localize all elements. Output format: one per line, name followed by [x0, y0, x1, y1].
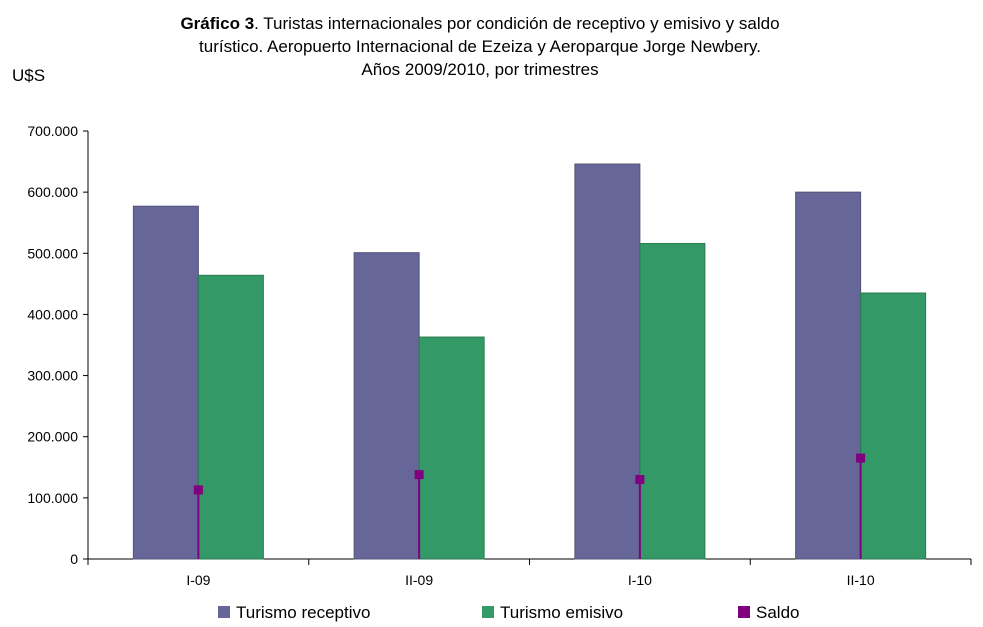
legend-saldo-swatch: [738, 606, 750, 618]
title-line-3: Años 2009/2010, por trimestres: [361, 60, 599, 79]
legend-turismo-emisivo-label: Turismo emisivo: [500, 603, 623, 622]
saldo-marker: [193, 485, 203, 495]
y-axis-unit-label: U$S: [12, 66, 46, 85]
y-tick-label: 500.000: [27, 245, 78, 261]
title-figure-number: Gráfico 3: [180, 14, 255, 33]
y-tick-label: 0: [70, 551, 78, 567]
y-tick-label: 300.000: [27, 368, 78, 384]
title-line-2: turístico. Aeropuerto Internacional de E…: [199, 37, 761, 56]
legend-turismo-receptivo-label: Turismo receptivo: [236, 603, 370, 622]
bar-turismo-emisivo: [639, 243, 706, 560]
bar-turismo-receptivo: [132, 205, 199, 560]
y-tick-label: 700.000: [27, 123, 78, 139]
x-tick-label: I-09: [186, 572, 210, 588]
x-tick-label: I-10: [628, 572, 652, 588]
chart-title: Gráfico 3. Turistas internacionales por …: [120, 12, 840, 81]
title-line-1-text: . Turistas internacionales por condición…: [254, 14, 780, 33]
y-tick-label: 200.000: [27, 429, 78, 445]
bar-turismo-receptivo: [574, 163, 641, 560]
y-tick-label: 400.000: [27, 306, 78, 322]
bar-turismo-receptivo: [795, 191, 862, 560]
saldo-marker: [856, 453, 866, 463]
legend-turismo-receptivo-swatch: [218, 606, 230, 618]
bar-turismo-emisivo: [860, 292, 927, 560]
y-tick-label: 600.000: [27, 184, 78, 200]
y-tick-label: 100.000: [27, 490, 78, 506]
x-tick-label: II-10: [847, 572, 875, 588]
bar-turismo-emisivo: [418, 336, 485, 560]
legend-saldo-label: Saldo: [756, 603, 799, 622]
bar-turismo-receptivo: [353, 252, 420, 560]
x-tick-label: II-09: [405, 572, 433, 588]
saldo-marker: [635, 475, 645, 485]
bar-turismo-emisivo: [197, 274, 264, 560]
saldo-marker: [414, 470, 424, 480]
legend-turismo-emisivo-swatch: [482, 606, 494, 618]
title-line-1: Gráfico 3. Turistas internacionales por …: [120, 12, 840, 35]
